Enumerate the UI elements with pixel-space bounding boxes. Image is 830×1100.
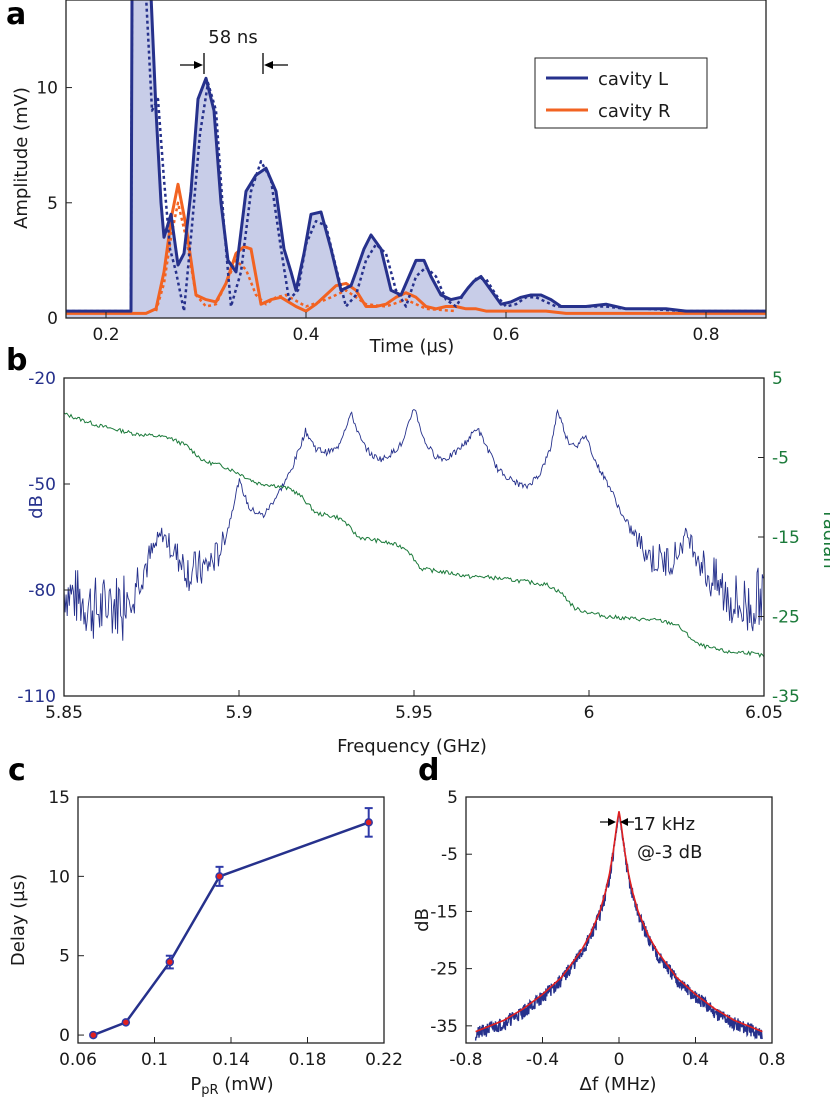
axes-frame-a bbox=[65, 0, 767, 319]
a-ytick-label-2: 10 bbox=[36, 79, 58, 99]
c-xtick-label-3: 0.18 bbox=[289, 1050, 327, 1070]
x-axis-label-a: Time (µs) bbox=[369, 336, 455, 357]
d-ytick-label-0: 5 bbox=[447, 788, 458, 808]
data-point-4 bbox=[364, 818, 373, 827]
chart-c: 0.06 0.1 0.14 0.18 0.22 0 5 10 15 PpR (mW) Delay… bbox=[8, 788, 403, 1098]
data-point-3 bbox=[215, 872, 224, 881]
series-radian bbox=[64, 412, 764, 658]
a-xtick-label-1: 0.4 bbox=[292, 325, 319, 345]
chart-d: -0.8 -0.4 0 0.4 0.85-5-15-25-35 Δf (MHz) dB … bbox=[412, 788, 786, 1095]
series-delay bbox=[92, 821, 370, 1037]
panel-label-a: a bbox=[6, 0, 26, 32]
annotation-17khz: 17 kHz @-3 dB bbox=[600, 814, 702, 863]
y-axis-label-a: Amplitude (mV) bbox=[11, 87, 32, 229]
annotation-d-arrow-right-head bbox=[620, 818, 628, 826]
d-xtick-label-3: 0.4 bbox=[682, 1050, 709, 1070]
a-ytick-label-0: 0 bbox=[47, 309, 58, 329]
d-ytick-label-3: -25 bbox=[430, 960, 458, 980]
d-ytick-label-4: -35 bbox=[430, 1017, 458, 1037]
series-cavity-r-dotted bbox=[154, 201, 457, 313]
b2-ytick-label-1: -5 bbox=[772, 449, 789, 469]
annotation-17khz-label: 17 kHz bbox=[633, 814, 695, 835]
b2-ytick-label-3: -25 bbox=[772, 608, 800, 628]
a-xtick-label-3: 0.8 bbox=[692, 325, 719, 345]
series-cavity-l-dotted bbox=[66, 0, 766, 313]
b-xtick-label-1: 5.9 bbox=[225, 703, 252, 723]
d-ytick-label-2: -15 bbox=[430, 902, 458, 922]
series-cavity-r bbox=[66, 182, 766, 315]
b-xtick-label-0: 5.85 bbox=[45, 703, 83, 723]
annotation-d-arrow-left-head bbox=[608, 818, 616, 826]
a-xtick-label-0: 0.2 bbox=[92, 325, 119, 345]
chart-a: 0.2 0.4 0.6 0.8 0 5 10 Time (µs) Amplitude (mV… bbox=[11, 0, 767, 357]
legend-box-a bbox=[534, 57, 708, 129]
b2-ytick-label-2: -15 bbox=[772, 528, 800, 548]
c-ytick-label-1: 5 bbox=[59, 947, 70, 967]
annotation-58ns: 58 ns bbox=[180, 27, 288, 74]
data-point-0 bbox=[89, 1030, 98, 1040]
d-ytick-label-1: -5 bbox=[441, 845, 458, 865]
a-xtick-label-2: 0.6 bbox=[492, 325, 519, 345]
b-xtick-label-3: 6 bbox=[584, 703, 595, 723]
b2-ytick-label-0: 5 bbox=[772, 369, 783, 389]
b-ytick-label-0: -110 bbox=[17, 687, 56, 707]
y2-axis-label-b: radian bbox=[819, 511, 830, 568]
d-xtick-label-1: -0.4 bbox=[526, 1050, 559, 1070]
c-ytick-label-3: 15 bbox=[48, 788, 70, 808]
annotation-3db-label: @-3 dB bbox=[637, 842, 702, 863]
legend-label-cavity-r: cavity R bbox=[598, 101, 671, 122]
data-point-1 bbox=[121, 1018, 131, 1027]
annotation-arrow-right-head bbox=[264, 61, 273, 69]
series-cavity-l bbox=[66, 0, 766, 313]
series-fit bbox=[475, 811, 763, 1033]
d-xtick-label-0: -0.8 bbox=[449, 1050, 482, 1070]
axes-frame-d bbox=[465, 796, 773, 1044]
a-ytick-label-1: 5 bbox=[47, 194, 58, 214]
c-xtick-label-1: 0.1 bbox=[141, 1050, 168, 1070]
c-xtick-label-4: 0.22 bbox=[365, 1050, 403, 1070]
area-fill-cavity-l bbox=[66, 0, 766, 318]
panel-label-b: b bbox=[6, 343, 27, 378]
panel-label-d: d bbox=[418, 753, 439, 788]
b-ytick-label-1: -80 bbox=[28, 581, 56, 601]
series-measured bbox=[474, 812, 763, 1041]
annotation-58ns-label: 58 ns bbox=[208, 27, 257, 48]
x-axis-label-c: PpR (mW) bbox=[190, 1074, 273, 1098]
b-ytick-label-3: -20 bbox=[28, 369, 56, 389]
c-ytick-label-2: 10 bbox=[48, 867, 70, 887]
y-axis-label-b: dB bbox=[26, 495, 47, 519]
legend-label-cavity-l: cavity L bbox=[598, 69, 668, 90]
y-axis-label-c: Delay (µs) bbox=[8, 874, 29, 966]
b2-ytick-label-4: -35 bbox=[772, 687, 800, 707]
series-db bbox=[64, 408, 764, 641]
b-xtick-label-2: 5.95 bbox=[395, 703, 433, 723]
b-xtick-label-4: 6.05 bbox=[745, 703, 783, 723]
x-axis-label-b: Frequency (GHz) bbox=[337, 736, 487, 757]
data-point-2 bbox=[165, 957, 175, 967]
y-axis-label-d: dB bbox=[412, 908, 433, 932]
c-xtick-label-2: 0.14 bbox=[212, 1050, 250, 1070]
d-xtick-label-2: 0 bbox=[614, 1050, 625, 1070]
x-axis-label-d: Δf (MHz) bbox=[580, 1074, 657, 1095]
b-ytick-label-2: -50 bbox=[28, 475, 56, 495]
panel-label-c: c bbox=[8, 753, 26, 788]
annotation-arrow-left-head bbox=[194, 61, 203, 69]
c-xtick-label-0: 0.06 bbox=[59, 1050, 97, 1070]
c-ytick-label-0: 0 bbox=[59, 1026, 70, 1046]
chart-b: 5.85 5.9 5.95 6 6.05 -110 -80 -50 -20 5 -5 -15 -25 -3… bbox=[17, 369, 830, 757]
d-xtick-label-4: 0.8 bbox=[758, 1050, 785, 1070]
legend-a: cavity L cavity R bbox=[534, 57, 708, 129]
